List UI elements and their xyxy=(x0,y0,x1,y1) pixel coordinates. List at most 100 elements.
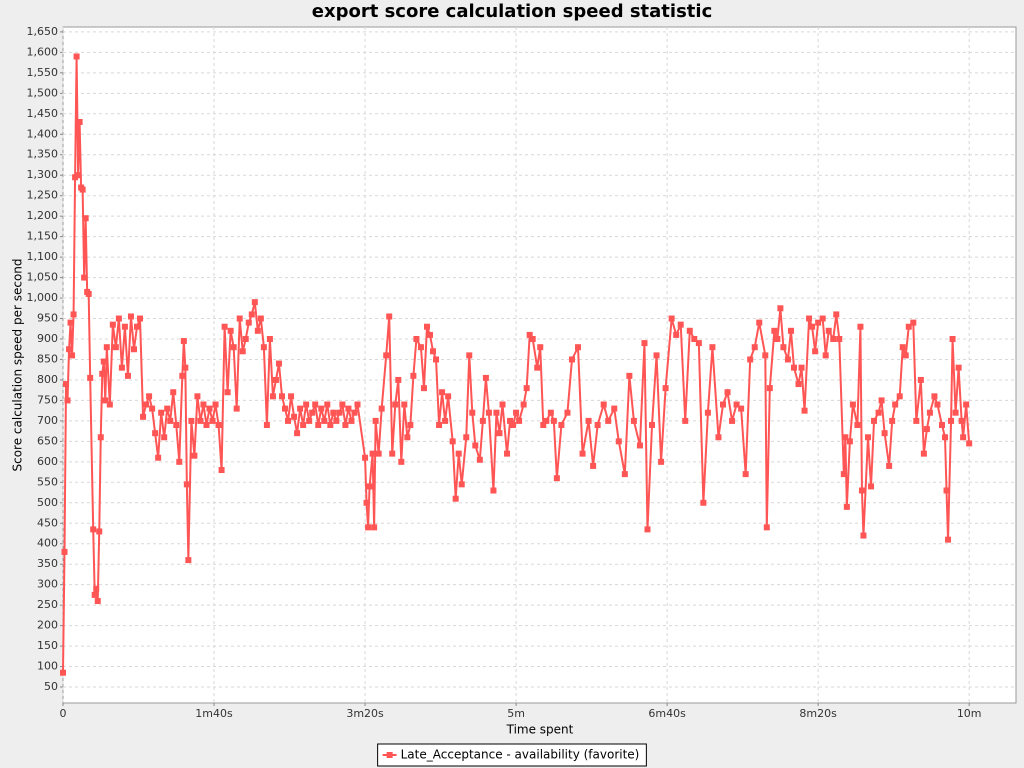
data-point xyxy=(846,438,853,445)
data-point xyxy=(109,321,116,328)
data-point xyxy=(479,417,486,424)
data-point xyxy=(99,370,106,377)
data-point xyxy=(523,385,530,392)
data-point xyxy=(278,393,285,400)
data-point xyxy=(218,467,225,474)
data-point xyxy=(496,430,503,437)
data-point xyxy=(926,409,933,416)
data-point xyxy=(330,409,337,416)
data-point xyxy=(85,290,92,297)
data-point xyxy=(798,364,805,371)
data-point xyxy=(64,397,71,404)
data-point xyxy=(118,364,125,371)
data-point xyxy=(200,401,207,408)
data-point xyxy=(917,376,924,383)
data-point xyxy=(949,336,956,342)
data-point xyxy=(700,499,707,506)
data-point xyxy=(540,421,547,428)
data-point xyxy=(553,475,560,482)
data-point xyxy=(179,372,186,379)
data-point xyxy=(762,352,769,359)
data-point xyxy=(516,417,523,424)
data-point xyxy=(383,352,390,359)
data-point xyxy=(76,118,83,125)
data-point xyxy=(842,434,849,441)
data-point xyxy=(180,338,187,345)
y-tick-label: 1,300 xyxy=(27,168,59,181)
data-point xyxy=(407,421,414,428)
y-tick-label: 900 xyxy=(37,332,58,345)
data-point xyxy=(636,442,643,449)
data-point xyxy=(366,483,373,490)
data-point xyxy=(342,421,349,428)
data-point xyxy=(774,336,781,342)
data-point xyxy=(966,440,973,447)
data-point xyxy=(780,344,787,351)
data-point xyxy=(236,315,243,322)
data-point xyxy=(469,409,476,416)
data-point xyxy=(173,421,180,428)
data-point xyxy=(404,434,411,441)
data-point xyxy=(920,450,927,457)
data-point xyxy=(203,421,210,428)
data-point xyxy=(547,409,554,416)
data-point xyxy=(677,321,684,328)
data-point xyxy=(321,417,328,424)
data-point xyxy=(771,327,778,334)
data-point xyxy=(751,344,758,351)
y-tick-label: 50 xyxy=(44,680,58,693)
data-point xyxy=(695,340,702,347)
data-point xyxy=(96,528,103,535)
data-point xyxy=(673,331,680,338)
data-point xyxy=(590,462,597,469)
data-point xyxy=(729,417,736,424)
data-point xyxy=(149,405,156,412)
data-point xyxy=(784,356,791,363)
data-point xyxy=(269,393,276,400)
data-point xyxy=(185,557,192,564)
data-point xyxy=(766,385,773,392)
data-point xyxy=(812,348,819,355)
data-point xyxy=(90,526,97,533)
data-point xyxy=(417,344,424,351)
data-point xyxy=(520,401,527,408)
data-point xyxy=(79,186,86,193)
data-point xyxy=(815,319,822,326)
data-point xyxy=(738,405,745,412)
data-point xyxy=(121,323,128,330)
data-point xyxy=(777,305,784,312)
data-point xyxy=(868,483,875,490)
data-point xyxy=(825,327,832,334)
data-point xyxy=(439,389,446,396)
data-point xyxy=(315,421,322,428)
data-point xyxy=(790,364,797,371)
data-point xyxy=(327,421,334,428)
y-tick-label: 1,050 xyxy=(27,271,59,284)
data-point xyxy=(72,174,79,181)
data-point xyxy=(960,434,967,441)
data-point xyxy=(369,450,376,457)
data-point xyxy=(455,450,462,457)
y-tick-label: 250 xyxy=(37,598,58,611)
data-point xyxy=(351,409,358,416)
y-tick-label: 500 xyxy=(37,496,58,509)
data-point xyxy=(943,487,950,494)
data-point xyxy=(801,407,808,414)
data-point xyxy=(836,336,843,342)
data-point xyxy=(324,401,331,408)
data-point xyxy=(686,327,693,334)
data-point xyxy=(413,336,420,342)
data-point xyxy=(892,401,899,408)
data-point xyxy=(430,348,437,355)
data-point xyxy=(275,360,282,367)
data-point xyxy=(67,319,74,326)
data-point xyxy=(309,409,316,416)
data-point xyxy=(69,352,76,359)
data-point xyxy=(336,409,343,416)
data-point xyxy=(720,401,727,408)
y-tick-label: 100 xyxy=(37,660,58,673)
data-point xyxy=(100,358,107,365)
data-point xyxy=(318,405,325,412)
data-point xyxy=(183,481,190,488)
data-point xyxy=(626,372,633,379)
